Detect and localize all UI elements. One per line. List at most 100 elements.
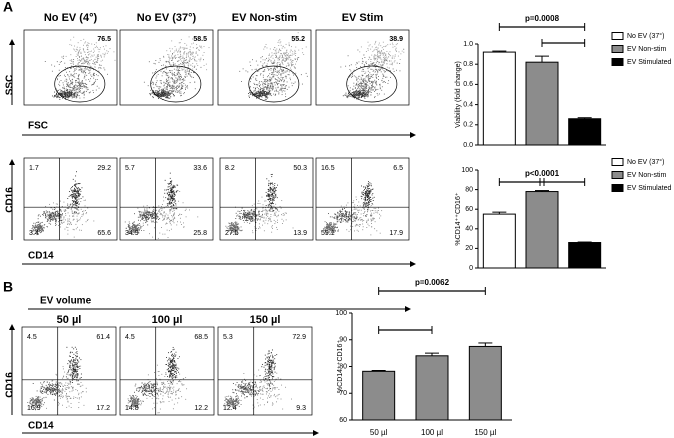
event-dot [250,78,252,80]
event-dot [102,46,104,48]
plot-title: EV Stim [342,12,384,24]
event-dot [360,77,362,79]
event-dot [242,214,244,216]
event-dot [60,222,62,223]
event-dot [155,77,157,79]
event-dot [256,214,258,216]
event-dot [268,87,270,89]
event-dot [48,218,50,220]
event-dot [245,212,247,214]
event-dot [73,202,74,203]
event-dot [367,190,369,191]
event-dot [371,210,373,211]
event-dot [253,211,255,213]
event-dot [302,52,304,54]
event-dot [258,96,260,98]
event-dot [48,219,50,221]
event-dot [362,229,364,231]
event-dot [362,61,364,63]
event-dot [88,73,90,74]
event-dot [63,91,65,93]
event-dot [383,46,385,47]
event-dot [71,59,73,61]
event-dot [231,227,233,229]
event-dot [367,91,369,93]
event-dot [74,94,76,95]
event-dot [54,91,56,93]
event-dot [65,214,67,216]
event-dot [234,233,236,234]
event-dot [71,94,72,96]
event-dot [86,68,88,70]
event-dot [274,190,276,192]
event-dot [290,58,292,60]
event-dot [34,227,36,229]
event-dot [266,210,268,212]
event-dot [51,70,53,72]
event-dot [178,64,180,66]
event-dot [161,214,163,216]
event-dot [348,212,350,214]
event-dot [250,81,251,83]
event-dot [85,210,87,211]
event-dot [174,212,176,214]
event-dot [401,50,403,52]
event-dot [361,90,363,91]
event-dot [275,208,277,210]
event-dot [382,54,384,56]
event-dot [73,59,75,60]
event-dot [134,224,136,226]
event-dot [146,213,147,215]
event-dot [340,215,342,217]
event-dot [96,74,97,76]
event-dot [77,82,79,84]
event-dot [72,185,74,187]
event-dot [73,215,75,217]
event-dot [184,79,186,81]
event-dot [373,62,375,63]
event-dot [60,94,62,96]
event-dot [246,219,248,221]
event-dot [231,225,233,226]
event-dot [153,213,155,215]
event-dot [183,92,185,93]
event-dot [70,203,72,205]
event-dot [48,214,50,216]
event-dot [269,197,271,199]
event-dot [239,229,241,231]
event-dot [128,231,130,233]
event-dot [149,216,151,218]
event-dot [182,63,183,65]
event-dot [272,210,274,212]
event-dot [54,208,56,210]
event-dot [350,214,352,216]
event-dot [286,88,288,90]
event-dot [360,91,362,93]
event-dot [262,85,264,87]
event-dot [361,86,363,88]
event-dot [183,93,185,95]
event-dot [73,191,75,193]
event-dot [367,203,369,205]
event-dot [368,87,370,89]
event-dot [269,208,271,210]
event-dot [266,214,268,216]
event-dot [266,94,268,96]
event-dot [130,230,132,232]
event-dot [82,92,84,94]
event-dot [145,218,147,220]
event-dot [98,55,100,57]
event-dot [178,200,180,202]
event-dot [379,56,380,58]
event-dot [271,82,273,84]
event-dot [378,63,380,65]
event-dot [354,92,356,94]
event-dot [270,197,271,199]
event-dot [152,72,154,74]
event-dot [267,83,269,85]
event-dot [281,54,283,56]
event-dot [381,79,383,81]
event-dot [249,220,251,222]
event-dot [374,57,376,59]
event-dot [374,96,376,97]
